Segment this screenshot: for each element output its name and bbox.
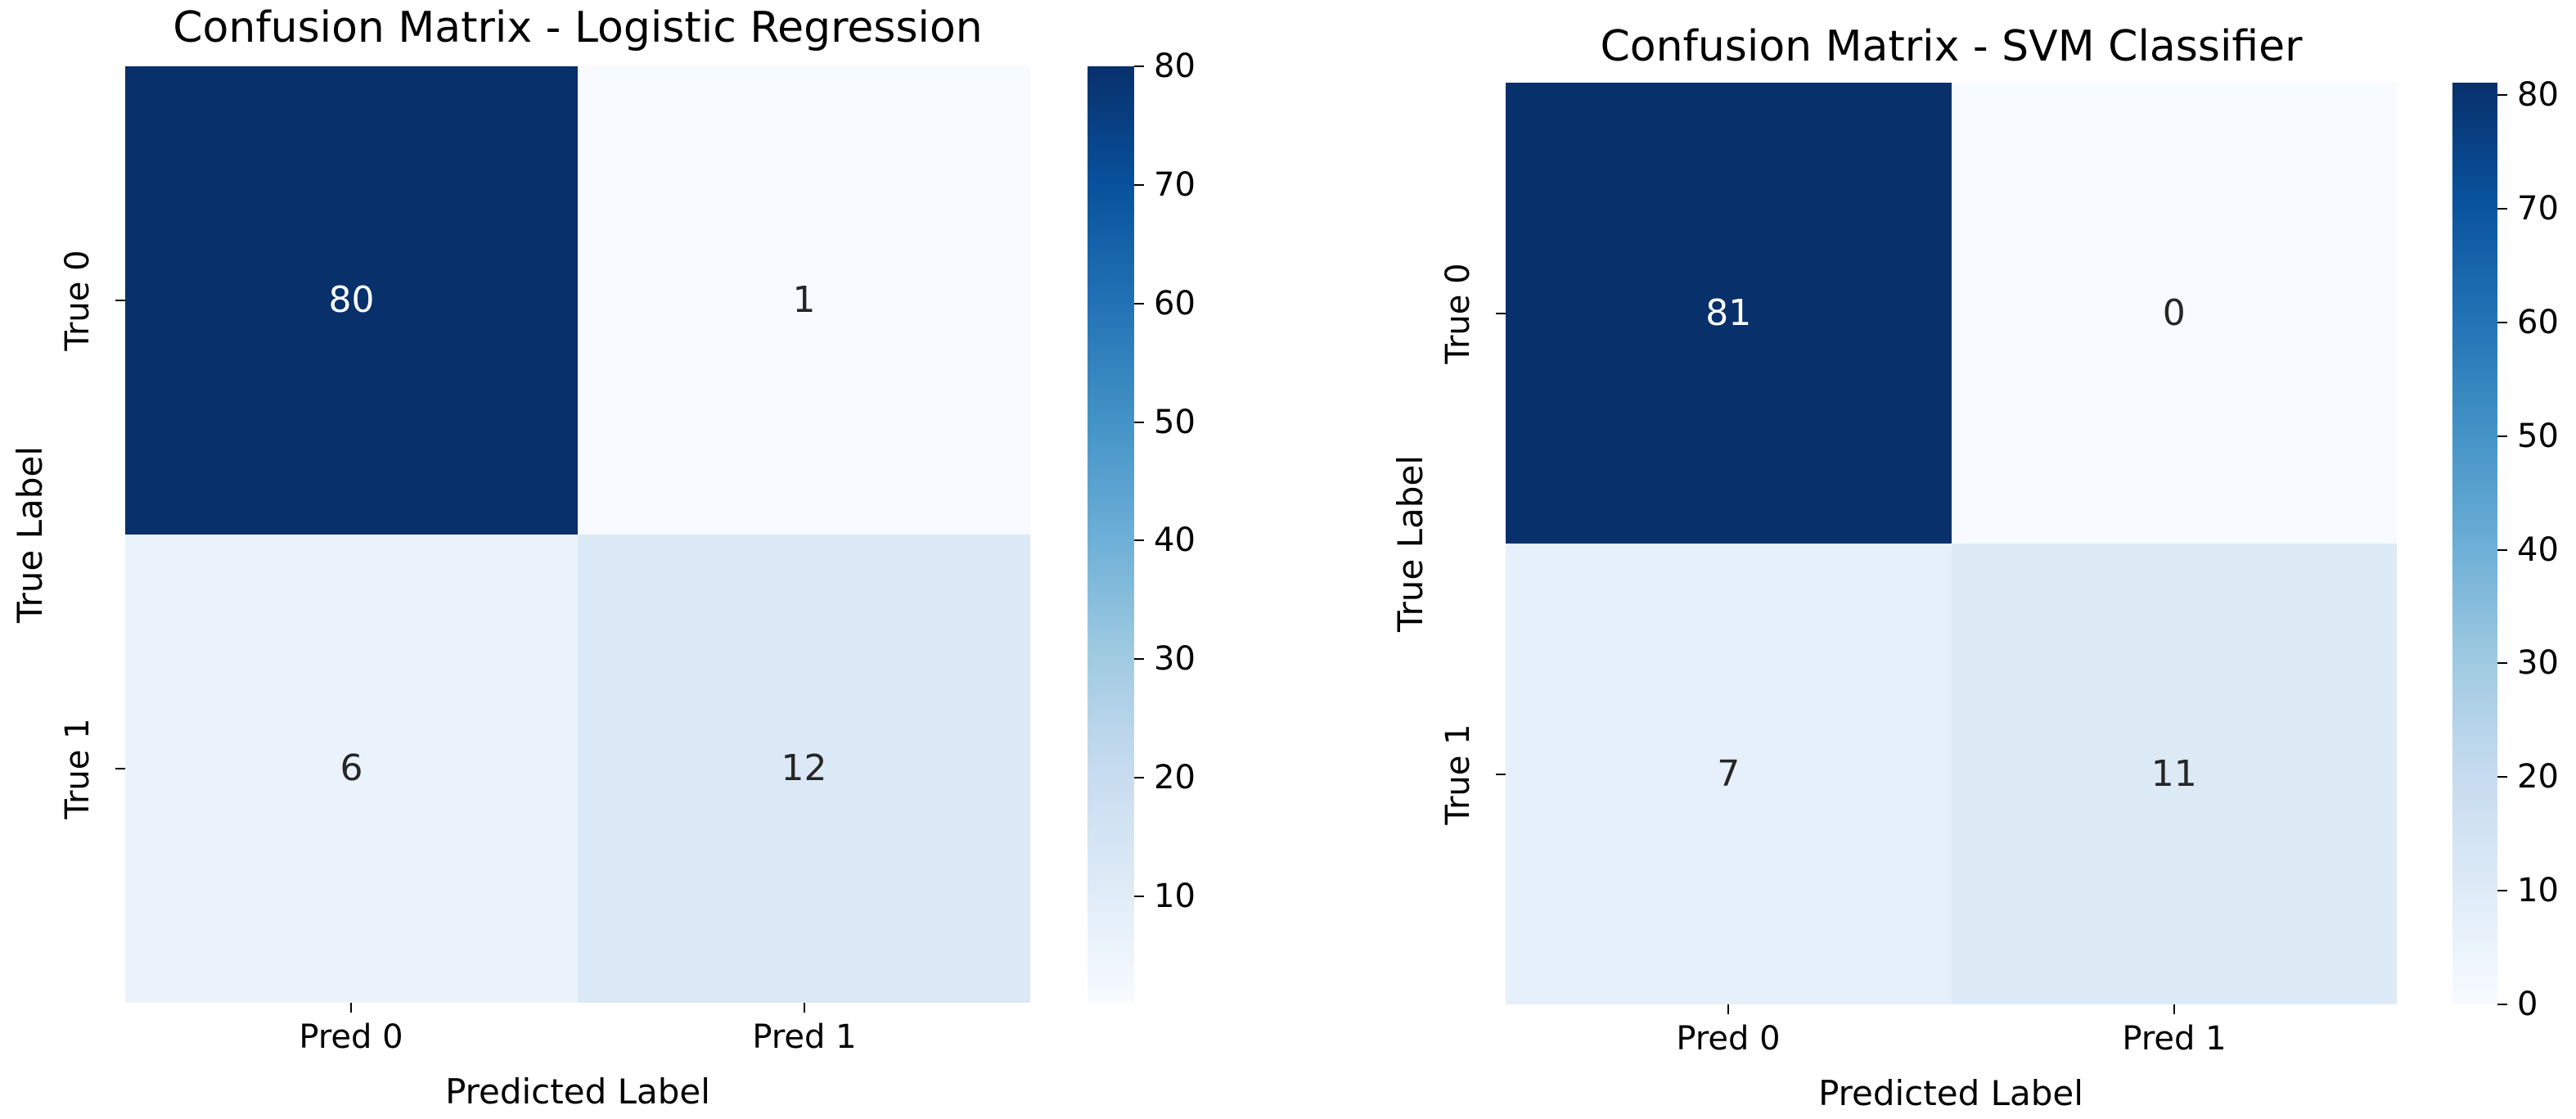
y-tick-label-true0: True 0 (1439, 263, 1477, 364)
heatmap-cell-r1c1: 11 (1951, 544, 2397, 1004)
x-tick-mark (350, 1003, 352, 1013)
x-tick-label-pred0: Pred 0 (1676, 1020, 1781, 1058)
colorbar-tick-mark (1134, 539, 1144, 541)
cell-value: 11 (2150, 752, 2197, 795)
colorbar-tick-label: 40 (1154, 521, 1196, 559)
colorbar-tick-label: 70 (2517, 190, 2559, 228)
colorbar-tick-label: 0 (2517, 986, 2538, 1023)
colorbar-tick-mark (1134, 303, 1144, 305)
heatmap-svm-classifier: 81 0 7 11 (1506, 83, 2397, 1004)
colorbar-tick-mark (2497, 1004, 2507, 1005)
colorbar-tick-label: 10 (1154, 878, 1196, 915)
colorbar-tick-mark (1134, 658, 1144, 660)
colorbar-tick-mark (2497, 890, 2507, 891)
y-axis-label: True Label (1390, 455, 1430, 632)
colorbar-tick-mark (1134, 896, 1144, 897)
y-tick-mark (1496, 774, 1506, 775)
colorbar-tick-label: 70 (1154, 166, 1196, 204)
colorbar-tick-label: 60 (1154, 285, 1196, 323)
colorbar-tick-label: 80 (1154, 47, 1196, 85)
colorbar-tick-label: 50 (2517, 417, 2559, 455)
colorbar-tick-mark (2497, 776, 2507, 778)
y-tick-label-true1: True 1 (59, 718, 97, 819)
heatmap-logistic-regression: 80 1 6 12 (125, 66, 1030, 1003)
y-tick-label-true1: True 1 (1439, 724, 1477, 825)
y-tick-mark (115, 768, 125, 769)
cell-value: 80 (328, 279, 375, 321)
x-tick-label-pred0: Pred 0 (299, 1018, 403, 1056)
heatmap-cell-r0c1: 1 (578, 66, 1030, 535)
colorbar-tick-mark (2497, 662, 2507, 664)
cell-value: 6 (340, 747, 363, 789)
cell-value: 1 (792, 279, 816, 321)
colorbar-tick-mark (2497, 435, 2507, 437)
colorbar-tick-label: 80 (2517, 76, 2559, 114)
colorbar-tick-mark (1134, 65, 1144, 67)
colorbar-tick-mark (1134, 777, 1144, 778)
x-tick-label-pred1: Pred 1 (752, 1018, 857, 1056)
colorbar-tick-label: 30 (1154, 640, 1196, 678)
y-tick-label-true0: True 0 (59, 250, 97, 351)
colorbar-tick-label: 50 (1154, 404, 1196, 441)
heatmap-cell-r1c0: 6 (125, 535, 578, 1003)
x-tick-mark (804, 1003, 805, 1013)
heatmap-cell-r0c0: 81 (1506, 83, 1952, 544)
colorbar-tick-label: 20 (1154, 759, 1196, 796)
colorbar-gradient (2452, 83, 2497, 1004)
colorbar-tick-label: 30 (2517, 644, 2559, 682)
colorbar-tick-mark (1134, 422, 1144, 423)
colorbar-tick-label: 20 (2517, 758, 2559, 796)
cell-value: 81 (1705, 291, 1752, 334)
heatmap-cell-r0c0: 80 (125, 66, 578, 535)
heatmap-cell-r0c1: 0 (1951, 83, 2397, 544)
heatmap-cell-r1c0: 7 (1506, 544, 1952, 1004)
y-axis-label: True Label (10, 446, 50, 623)
cell-value: 0 (2162, 291, 2186, 334)
cell-value: 7 (1717, 752, 1741, 795)
chart-title-svm-classifier: Confusion Matrix - SVM Classifier (1600, 22, 2303, 71)
y-tick-mark (115, 300, 125, 301)
colorbar-tick-mark (1134, 184, 1144, 186)
y-tick-mark (1496, 313, 1506, 314)
x-axis-label: Predicted Label (445, 1072, 710, 1112)
colorbar-tick-label: 40 (2517, 531, 2559, 569)
cell-value: 12 (781, 747, 827, 789)
colorbar-tick-mark (2497, 549, 2507, 551)
colorbar-tick-label: 10 (2517, 872, 2559, 909)
x-tick-mark (2173, 1004, 2175, 1014)
colorbar-tick-mark (2497, 322, 2507, 323)
x-axis-label: Predicted Label (1818, 1073, 2083, 1113)
x-tick-label-pred1: Pred 1 (2122, 1020, 2227, 1058)
heatmap-cell-r1c1: 12 (578, 535, 1030, 1003)
colorbar-gradient (1088, 66, 1134, 1003)
colorbar-tick-label: 60 (2517, 304, 2559, 341)
colorbar-tick-mark (2497, 208, 2507, 210)
colorbar-tick-mark (2497, 94, 2507, 96)
chart-title-logistic-regression: Confusion Matrix - Logistic Regression (173, 3, 983, 52)
x-tick-mark (1727, 1004, 1729, 1014)
